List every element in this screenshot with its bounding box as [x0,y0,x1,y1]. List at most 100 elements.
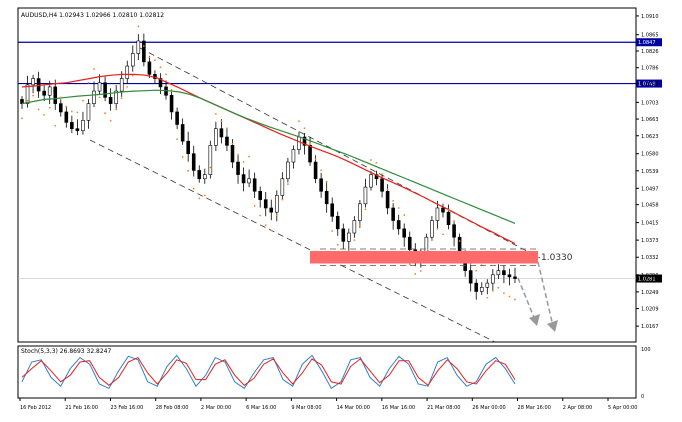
x-tick-label: 21 Mar 08:00 [427,405,460,411]
sar-dot [198,197,201,200]
x-tick-label: 2 Mar 00:00 [201,405,231,411]
sar-dot [26,99,29,102]
sar-dot [364,208,367,211]
sar-dot [375,161,378,164]
sar-dot [120,97,123,100]
candle-body [491,274,495,284]
candle-body [53,86,58,104]
sar-dot [403,214,406,216]
projection-arrowhead-2 [547,320,558,332]
candle-body [114,90,118,104]
projection-arrowhead-1 [529,314,540,326]
sar-dot [370,159,372,161]
candle-body [108,97,113,104]
candle-body [103,82,107,98]
y-tick-label: 1.0748 [641,82,659,88]
sar-dot [192,187,195,190]
candle-body [324,190,329,205]
candle-body [86,103,91,121]
sar-dot [436,227,439,230]
candle-body [319,178,323,192]
stoch-y-tick-label: 0 [641,394,644,400]
sar-dot [65,105,68,108]
sar-dot [353,239,356,242]
sar-dot [43,113,46,116]
stochastic-line [21,354,516,390]
candle-body [385,190,390,209]
sar-dot [331,230,334,232]
candle-body [407,236,412,251]
symbol-info: AUDUSD,H4 1.02943 1.02966 1.02810 1.0281… [21,12,164,19]
candle-body [147,61,152,75]
sar-dot [508,295,511,298]
sar-dot [176,138,179,140]
stoch-panel-frame [17,345,637,399]
current-price-tag-bg [636,274,662,283]
sar-dot [226,127,228,130]
stoch-y-tick-label: 100 [641,347,651,353]
candle-body [452,224,456,238]
candle-body [435,207,440,221]
sar-dot [203,194,206,197]
sar-dot [142,45,145,47]
candle-body [191,153,196,171]
projection-arrow-2 [537,261,554,327]
candle-body [75,128,80,132]
candle-body [263,199,268,209]
sar-dot [264,224,267,227]
candle-body [380,178,384,192]
sar-dot [253,204,256,207]
y-tick-label: 1.0332 [641,255,659,261]
candle-body [31,78,35,86]
sar-dot [431,239,433,242]
candle-body [485,282,490,288]
sar-dot [131,74,134,77]
channel-layer [89,47,541,343]
y-tick-label: 1.0623 [641,134,659,140]
sar-dot [126,86,129,88]
candle-body [197,170,202,180]
candle-body [302,136,307,146]
candle-body [513,276,517,279]
x-tick-label: 6 Mar 16:00 [246,405,276,411]
sar-dot [303,127,306,130]
sar-dot [109,119,112,122]
candle-body [258,190,262,200]
candle-body [496,270,501,276]
sar-dot [59,96,62,99]
sar-dot [325,180,328,183]
sar-dot [137,25,140,28]
candle-body [20,99,24,104]
sar-dot [442,233,444,236]
candle-body [202,174,207,180]
candle-body [363,186,368,205]
x-tick-label: 16 Mar 16:00 [382,405,415,411]
price-tag-label: 1.0748 [638,82,656,88]
sar-dot [237,154,239,156]
sar-dot [320,169,323,172]
candle-body [58,103,63,113]
sar-dot [87,81,90,84]
y-tick-label: 1.0290 [641,273,659,279]
candle-body [507,274,512,278]
sar-dot [37,108,40,111]
sar-dot [270,229,273,232]
moving-averages-layer [21,73,516,245]
y-tick-label: 1.0663 [641,117,659,123]
candle-body [142,40,146,63]
channel-lower-line [89,139,496,343]
x-tick-label: 23 Feb 16:00 [110,405,143,411]
y-tick-label: 1.0415 [641,221,659,227]
sar-dot [275,214,278,216]
resistance-zone [310,250,538,264]
x-tick-label: 21 Feb 16:00 [65,405,98,411]
candle-body [358,203,362,221]
candle-body [175,111,179,125]
sar-dot [104,112,106,115]
candle-body [402,228,407,238]
sar-dot [386,188,389,191]
candle-body [391,207,395,221]
moving-average-line [21,73,516,245]
